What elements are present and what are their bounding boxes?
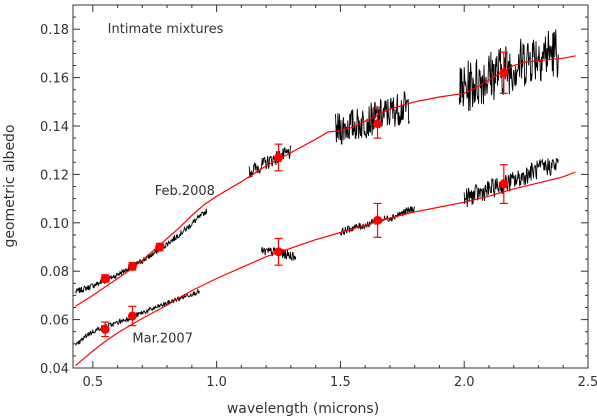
- spectrum-0-segment-2: [335, 91, 411, 145]
- model-curve-2: [75, 55, 576, 307]
- data-point: [127, 311, 137, 321]
- x-tick-label: 1.0: [206, 375, 227, 390]
- x-tick-label: 2.5: [578, 375, 597, 390]
- data-point: [499, 68, 509, 78]
- spectrum-0-segment-0: [75, 208, 208, 295]
- y-axis-label: geometric albedo: [2, 124, 18, 247]
- annotation-intimate-mixtures: Intimate mixtures: [108, 22, 224, 37]
- spectrum-0-segment-3: [458, 29, 559, 112]
- spectrum-0-segment-1: [248, 145, 292, 179]
- x-tick-label: 1.5: [330, 375, 351, 390]
- x-tick-label: 0.5: [82, 375, 103, 390]
- y-tick-label: 0.12: [40, 168, 69, 183]
- data-point: [274, 152, 284, 162]
- data-point: [373, 119, 383, 129]
- y-tick-label: 0.16: [40, 72, 69, 87]
- spectrum-1-segment-0: [75, 288, 200, 346]
- y-tick-label: 0.14: [40, 120, 69, 135]
- data-point: [127, 261, 137, 271]
- data-point: [100, 273, 110, 283]
- y-tick-label: 0.10: [40, 217, 69, 232]
- data-point: [499, 179, 509, 189]
- annotation-feb-2008: Feb.2008: [155, 184, 215, 199]
- spectrum-1-segment-3: [463, 157, 559, 208]
- annotation-mar-2007: Mar.2007: [132, 332, 193, 347]
- x-tick-label: 2.0: [454, 375, 475, 390]
- data-point: [274, 247, 284, 257]
- x-axis-label: wavelength (microns): [227, 401, 379, 417]
- data-point: [155, 242, 165, 252]
- y-tick-label: 0.04: [40, 362, 69, 377]
- data-point: [100, 324, 110, 334]
- y-tick-label: 0.08: [40, 265, 69, 280]
- data-point: [373, 215, 383, 225]
- y-tick-label: 0.06: [40, 314, 69, 329]
- model-curve-3: [75, 171, 576, 367]
- y-tick-label: 0.18: [40, 23, 69, 38]
- axis-ticks: 0.5 1.0 1.5 2.0 2.5 0.04 0.06 0.08 0.10 0.12 0.14 0…: [40, 5, 597, 390]
- chart-marks: [75, 29, 576, 367]
